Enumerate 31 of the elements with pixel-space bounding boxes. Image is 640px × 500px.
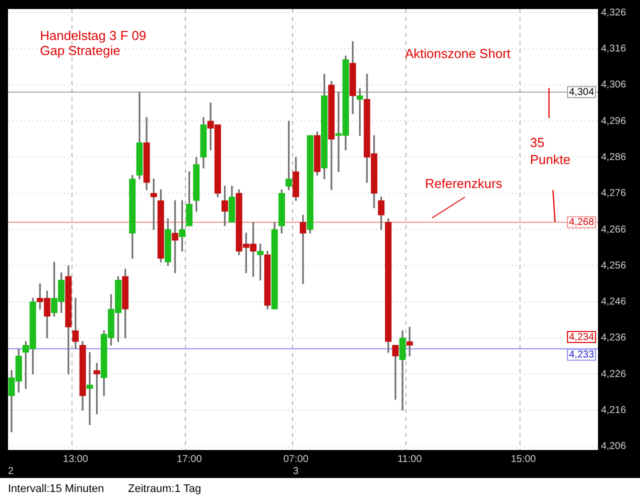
y-tick-label: 4,216 — [601, 404, 626, 416]
x-tick-label: 17:00 — [176, 454, 202, 465]
y-tick-label: 4,326 — [601, 7, 626, 18]
annotation: 4,234 — [568, 332, 594, 343]
text: Zeitraum:1 Tag — [128, 483, 202, 495]
y-tick-label: 4,246 — [601, 296, 626, 308]
annotation: 35 Punkte — [530, 135, 570, 167]
x-tick-label: 15:00 — [510, 454, 536, 465]
y-tick-label: 4,226 — [601, 368, 626, 380]
y-tick-label: 4,286 — [601, 152, 626, 163]
y-tick-label: 4,306 — [601, 80, 626, 91]
ref-line-label: 4,233 — [568, 350, 594, 361]
text: 2 — [8, 466, 14, 477]
y-tick-label: 4,316 — [601, 44, 626, 55]
annotation: Aktionszone Short — [405, 46, 511, 61]
x-tick-label: 07:00 — [283, 454, 309, 465]
ref-line-label: 4,268 — [568, 217, 594, 228]
y-tick-label: 4,256 — [601, 260, 626, 272]
x-tick-label: 13:00 — [63, 454, 88, 465]
y-tick-label: 4,296 — [601, 116, 626, 127]
ref-line-label: 4,304 — [568, 86, 594, 98]
y-tick-label: 4,276 — [601, 188, 626, 200]
text: Intervall:15 Minuten — [8, 483, 104, 495]
y-tick-label: 4,206 — [601, 441, 626, 452]
text: 3 — [293, 466, 299, 477]
y-tick-label: 4,236 — [601, 332, 626, 344]
annotation: Handelstag 3 F 09 — [40, 28, 146, 43]
x-tick-label: 11:00 — [397, 454, 422, 465]
annotation: Referenzkurs — [425, 176, 503, 191]
y-tick-label: 4,266 — [601, 224, 626, 236]
annotation: Gap Strategie — [40, 43, 120, 58]
